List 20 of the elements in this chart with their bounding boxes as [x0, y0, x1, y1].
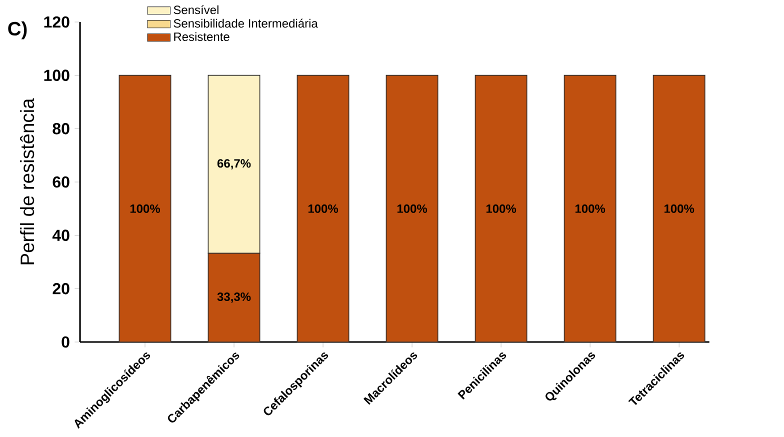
- y-tick-label: 40: [52, 230, 70, 241]
- y-tick-label: 120: [44, 16, 70, 28]
- data-label: 100%: [486, 204, 516, 213]
- data-label: 100%: [308, 204, 338, 213]
- y-tick-label: 80: [52, 123, 70, 134]
- y-tick-label: 60: [52, 176, 70, 188]
- legend-label: Resistente: [174, 32, 230, 42]
- y-axis-title: Perfil de resistência: [20, 98, 34, 264]
- data-label: 100%: [130, 204, 160, 213]
- data-label: 100%: [575, 204, 606, 213]
- legend-label: Sensível: [174, 5, 218, 14]
- y-tick-label: 100: [44, 70, 70, 81]
- data-label: 66,7%: [217, 159, 251, 170]
- data-label: 33,3%: [217, 292, 251, 303]
- text: C): [8, 21, 27, 40]
- y-tick-label: 20: [52, 283, 70, 294]
- legend-label: Sensibilidade Intermediária: [174, 18, 318, 28]
- y-tick-label: 0: [62, 336, 70, 348]
- data-label: 100%: [397, 204, 428, 213]
- data-label: 100%: [664, 204, 694, 213]
